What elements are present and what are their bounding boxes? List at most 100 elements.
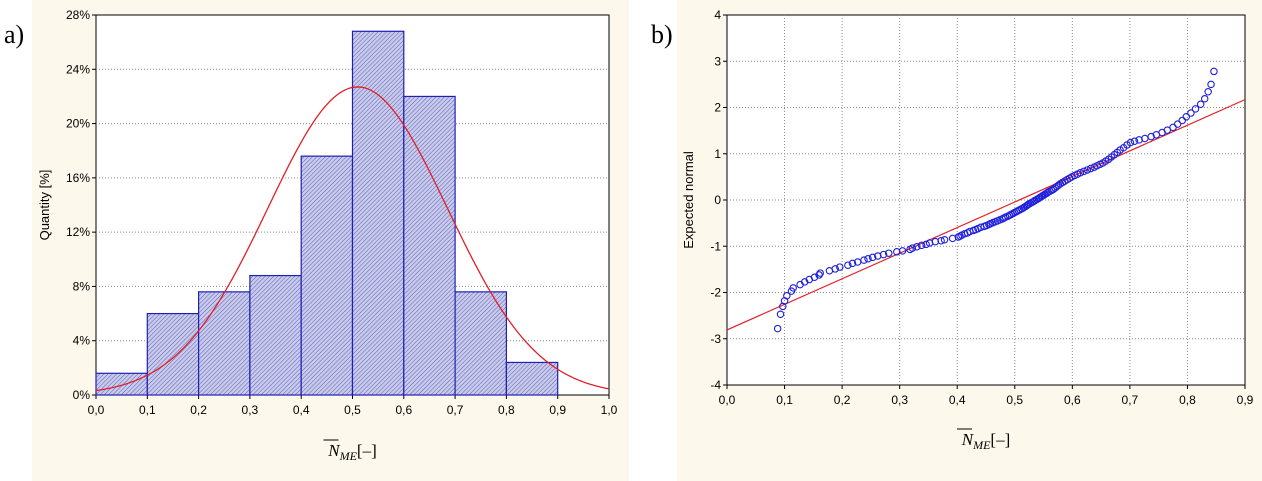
data-point	[922, 240, 930, 249]
y-tick-label: 20%	[66, 117, 90, 131]
x-tick-label: 0,8	[498, 403, 515, 417]
data-point	[1173, 120, 1182, 128]
x-tick-label: 0,1	[776, 393, 793, 407]
data-point	[773, 324, 782, 333]
data-point	[848, 259, 857, 268]
data-point	[836, 263, 844, 271]
histogram-chart: 0% 4% 8% 12% 16% 20% 24% 28% 0,0 0,1 0,2 0,3 0,4 0,5 0…	[37, 8, 618, 463]
data-point	[937, 236, 945, 245]
x-tick-label: 0,7	[447, 403, 464, 417]
x-tick-label: 0,9	[549, 403, 566, 417]
y-tick-label: 16%	[66, 171, 90, 185]
data-point	[1130, 137, 1139, 146]
normal-probability-panel: -4 -3 -2 -1 0 1 2 3 4 0,0 0,1 0,2 0,3 0,4 0,5 0,6 0,7 0,8…	[677, 0, 1262, 481]
histogram-bar	[146, 312, 200, 396]
data-point	[940, 236, 949, 244]
histogram-bar	[95, 372, 148, 396]
x-tick-label: 0,6	[1064, 393, 1081, 407]
x-tick-label: 0,2	[190, 403, 207, 417]
data-point	[1182, 113, 1191, 121]
x-tick-label: 0,5	[344, 403, 361, 417]
histogram-bar	[505, 361, 559, 396]
x-tick-label: 0,6	[395, 403, 412, 417]
data-point	[1187, 109, 1195, 117]
data-point	[1147, 132, 1155, 141]
data-point	[1178, 116, 1187, 125]
data-point	[789, 284, 797, 292]
x-tick-label: 0,9	[1237, 393, 1254, 407]
y-tick-label: 24%	[66, 62, 90, 76]
data-point	[1087, 164, 1095, 173]
y-tick-label: -4	[710, 378, 721, 392]
data-point	[917, 241, 926, 250]
histogram-bar	[454, 291, 508, 396]
normal-probability-chart: -4 -3 -2 -1 0 1 2 3 4 0,0 0,1 0,2 0,3 0,4 0,5 0,6 0,7 0,8…	[681, 8, 1254, 452]
x-tick-label: 0,7	[1122, 393, 1139, 407]
x-tick-label: 0,4	[949, 393, 966, 407]
y-axis-label: Quantity [%]	[37, 170, 52, 241]
x-tick-label: 0,2	[834, 393, 851, 407]
histogram-bar	[249, 274, 302, 396]
data-point	[1163, 126, 1172, 134]
x-tick-label: 0,0	[719, 393, 736, 407]
data-point	[868, 253, 877, 262]
y-tick-label: 28%	[66, 8, 90, 22]
y-tick-label: -1	[710, 239, 721, 253]
y-tick-label: 4%	[73, 334, 91, 348]
x-tick-label: 1,0	[601, 403, 618, 417]
y-tick-label: -3	[710, 332, 721, 346]
data-point	[908, 244, 917, 252]
data-point	[816, 269, 824, 277]
y-axis-label: Expected normal	[681, 151, 696, 249]
x-tick-label: 0,0	[88, 403, 105, 417]
data-point	[913, 242, 921, 251]
histogram-bar	[198, 291, 251, 396]
data-point	[800, 278, 809, 286]
data-point	[1191, 105, 1200, 113]
x-tick-label: 0,8	[1179, 393, 1196, 407]
panel-label-b: b)	[651, 20, 673, 49]
x-tick-label: 0,1	[139, 403, 156, 417]
histogram-panel: 0% 4% 8% 12% 16% 20% 24% 28% 0,0 0,1 0,2 0,3 0,4 0,5 0…	[32, 0, 629, 481]
y-tick-label: 0	[714, 193, 721, 207]
y-tick-label: 3	[714, 54, 721, 68]
data-point	[898, 247, 907, 255]
data-point	[815, 271, 823, 279]
x-tick-label: 0,5	[1006, 393, 1023, 407]
y-tick-label: 12%	[66, 225, 90, 239]
normal-fit-curve	[95, 86, 610, 392]
data-point	[1196, 100, 1205, 109]
data-point	[864, 254, 872, 263]
data-point	[783, 291, 791, 300]
x-axis-label: NME[–]	[961, 430, 1011, 452]
data-point	[776, 310, 785, 318]
data-point	[1076, 168, 1085, 177]
data-point	[1080, 167, 1088, 176]
y-tick-label: 1	[714, 147, 721, 161]
data-point	[810, 273, 819, 281]
data-point	[884, 249, 893, 257]
data-point	[860, 256, 868, 264]
histogram-bar	[351, 30, 405, 396]
data-point	[1083, 166, 1092, 174]
data-point	[1200, 94, 1209, 103]
data-point	[1210, 67, 1218, 76]
y-tick-label: 0%	[73, 388, 91, 402]
x-tick-label: 0,3	[242, 403, 259, 417]
x-axis-label: NME[–]	[327, 441, 377, 463]
panel-label-a: a)	[4, 20, 25, 49]
data-point	[1126, 138, 1135, 147]
y-tick-label: 4	[714, 8, 721, 22]
histogram-bar	[300, 155, 354, 396]
y-tick-label: 8%	[73, 279, 91, 293]
x-tick-label: 0,4	[293, 403, 310, 417]
histogram-bar	[403, 95, 456, 396]
reference-line	[726, 99, 1246, 331]
data-point	[1207, 80, 1215, 89]
y-tick-label: -2	[710, 286, 721, 300]
x-tick-label: 0,3	[891, 393, 908, 407]
data-point	[844, 261, 852, 269]
data-point	[831, 265, 839, 273]
data-point	[879, 250, 888, 259]
data-point	[1204, 88, 1212, 96]
